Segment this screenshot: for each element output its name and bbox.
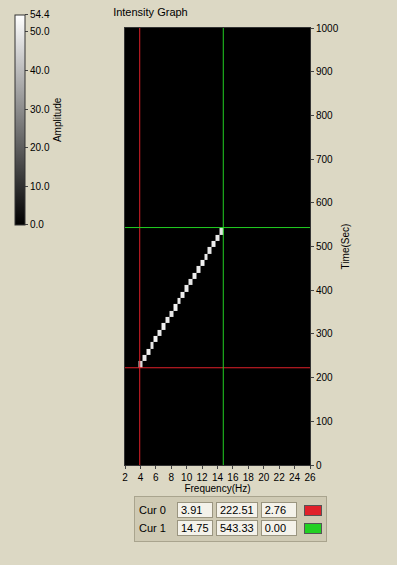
svg-text:54.4: 54.4 (30, 9, 50, 20)
svg-text:Amplitude: Amplitude (52, 97, 63, 142)
svg-text:0.0: 0.0 (30, 219, 44, 230)
svg-text:8: 8 (168, 472, 174, 483)
svg-text:Frequency(Hz): Frequency(Hz) (184, 483, 250, 494)
svg-text:30.0: 30.0 (30, 104, 50, 115)
svg-text:Intensity Graph: Intensity Graph (113, 6, 188, 18)
svg-text:50.0: 50.0 (30, 26, 50, 37)
svg-text:800: 800 (316, 110, 333, 121)
svg-text:200: 200 (316, 372, 333, 383)
html-text:Cur 0: Cur 0 (139, 504, 166, 516)
svg-text:16: 16 (227, 472, 239, 483)
svg-text:22: 22 (274, 472, 286, 483)
svg-text:12: 12 (197, 472, 209, 483)
svg-text:500: 500 (316, 241, 333, 252)
svg-text:1000: 1000 (316, 23, 339, 34)
svg-text:14: 14 (212, 472, 224, 483)
html-text:0.00: 0.00 (264, 522, 287, 534)
svg-text:26: 26 (304, 472, 316, 483)
svg-text:10: 10 (181, 472, 193, 483)
svg-text:10.0: 10.0 (30, 181, 50, 192)
svg-text:100: 100 (316, 416, 333, 427)
svg-text:2: 2 (122, 472, 128, 483)
html-text:543.33: 543.33 (220, 522, 254, 534)
svg-text:0: 0 (316, 460, 322, 471)
svg-text:600: 600 (316, 197, 333, 208)
html-text:222.51: 222.51 (220, 504, 254, 516)
html-text:14.75: 14.75 (181, 522, 209, 534)
svg-text:900: 900 (316, 66, 333, 77)
svg-text:24: 24 (289, 472, 301, 483)
svg-text:40.0: 40.0 (30, 65, 50, 76)
svg-text:Time(Sec): Time(Sec) (340, 224, 351, 270)
svg-text:400: 400 (316, 285, 333, 296)
html-text:Cur 1: Cur 1 (139, 522, 166, 534)
html-text:3.91: 3.91 (181, 504, 203, 516)
html-text:2.76: 2.76 (264, 504, 287, 516)
svg-text:6: 6 (153, 472, 159, 483)
svg-text:20.0: 20.0 (30, 142, 50, 153)
svg-text:4: 4 (138, 472, 144, 483)
svg-text:20: 20 (258, 472, 270, 483)
svg-text:700: 700 (316, 154, 333, 165)
svg-text:300: 300 (316, 328, 333, 339)
svg-text:18: 18 (243, 472, 255, 483)
